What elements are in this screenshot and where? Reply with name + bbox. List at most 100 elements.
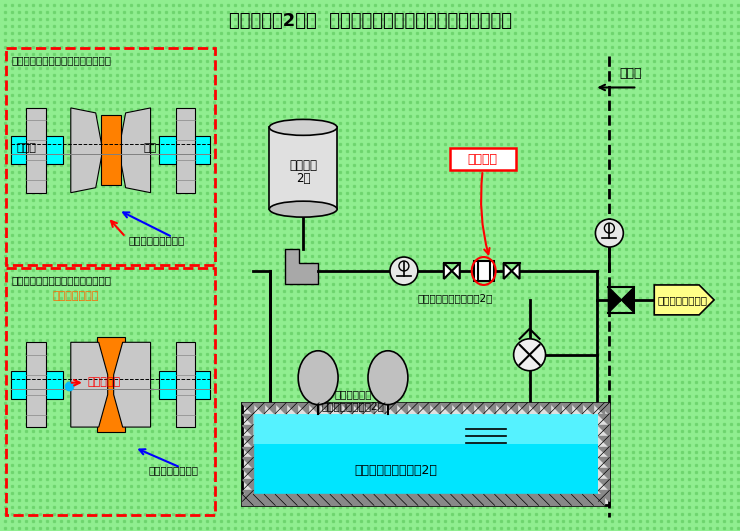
Polygon shape	[264, 494, 275, 506]
Bar	[26, 108, 46, 193]
Polygon shape	[528, 494, 539, 506]
Ellipse shape	[298, 351, 338, 405]
Polygon shape	[571, 402, 582, 414]
Polygon shape	[550, 402, 560, 414]
Polygon shape	[114, 342, 150, 427]
Polygon shape	[517, 402, 528, 414]
Polygon shape	[599, 491, 609, 501]
Text: 伊方発電所2号機  復水脱塩装置中和槽まわり系統概略図: 伊方発電所2号機 復水脱塩装置中和槽まわり系統概略図	[229, 12, 511, 30]
Polygon shape	[599, 435, 609, 447]
Bar	[253, 414, 599, 443]
Polygon shape	[494, 494, 505, 506]
Polygon shape	[539, 402, 550, 414]
Bar	[11, 136, 63, 164]
Circle shape	[390, 257, 418, 285]
Polygon shape	[308, 402, 319, 414]
Polygon shape	[286, 402, 297, 414]
Polygon shape	[484, 402, 494, 414]
Polygon shape	[599, 425, 609, 435]
Polygon shape	[571, 494, 582, 506]
Polygon shape	[275, 494, 286, 506]
Polygon shape	[297, 494, 308, 506]
Polygon shape	[71, 342, 108, 427]
Polygon shape	[407, 402, 418, 414]
Polygon shape	[341, 494, 352, 506]
Polygon shape	[319, 402, 330, 414]
Text: 全面型ガスケット装着時（発生時）: 全面型ガスケット装着時（発生時）	[12, 275, 112, 285]
Polygon shape	[608, 287, 622, 313]
Ellipse shape	[269, 119, 337, 135]
Polygon shape	[242, 402, 253, 414]
Text: リング状ガスケット: リング状ガスケット	[129, 235, 185, 245]
Polygon shape	[319, 494, 330, 506]
Polygon shape	[599, 402, 609, 414]
Polygon shape	[451, 494, 462, 506]
Text: 弁側: 弁側	[144, 143, 157, 153]
Polygon shape	[242, 425, 253, 435]
Polygon shape	[484, 494, 494, 506]
Polygon shape	[473, 494, 484, 506]
Bar	[6, 48, 215, 265]
Polygon shape	[285, 249, 318, 284]
Text: 復水脱塩装置中和槽2号: 復水脱塩装置中和槽2号	[354, 464, 437, 477]
Ellipse shape	[368, 351, 408, 405]
Polygon shape	[253, 402, 264, 414]
Polygon shape	[550, 494, 560, 506]
Polygon shape	[505, 402, 517, 414]
Polygon shape	[504, 263, 511, 279]
Polygon shape	[297, 402, 308, 414]
Polygon shape	[286, 494, 297, 506]
Bar	[450, 148, 516, 170]
Polygon shape	[385, 402, 396, 414]
Polygon shape	[494, 402, 505, 414]
Polygon shape	[440, 494, 451, 506]
Polygon shape	[599, 479, 609, 491]
Polygon shape	[71, 108, 103, 193]
Polygon shape	[593, 402, 605, 414]
Bar	[26, 342, 46, 427]
Polygon shape	[363, 402, 374, 414]
Bar	[158, 371, 210, 399]
Polygon shape	[429, 402, 440, 414]
Polygon shape	[539, 494, 550, 506]
Text: フランジが変形: フランジが変形	[53, 291, 99, 301]
Polygon shape	[451, 402, 462, 414]
Polygon shape	[440, 402, 451, 414]
Polygon shape	[511, 263, 519, 279]
Ellipse shape	[269, 201, 337, 217]
Polygon shape	[599, 468, 609, 479]
Polygon shape	[452, 263, 460, 279]
Bar	[11, 371, 63, 399]
Polygon shape	[363, 494, 374, 506]
Polygon shape	[593, 494, 605, 506]
Bar	[253, 414, 599, 494]
Text: 中和槽排水ポンプ2号: 中和槽排水ポンプ2号	[322, 401, 385, 412]
Bar	[474, 261, 494, 281]
Circle shape	[596, 219, 623, 247]
Bar	[269, 127, 337, 209]
Polygon shape	[242, 468, 253, 479]
Polygon shape	[599, 458, 609, 468]
Polygon shape	[517, 494, 528, 506]
Polygon shape	[242, 491, 253, 501]
Polygon shape	[275, 402, 286, 414]
Polygon shape	[330, 402, 341, 414]
Polygon shape	[396, 402, 407, 414]
Polygon shape	[407, 494, 418, 506]
Circle shape	[514, 339, 545, 371]
Text: 塩酸漏えい: 塩酸漏えい	[88, 376, 121, 387]
Polygon shape	[242, 414, 253, 425]
Polygon shape	[599, 414, 609, 425]
Polygon shape	[242, 447, 253, 458]
Polygon shape	[505, 494, 517, 506]
Polygon shape	[473, 402, 484, 414]
Text: 復水脱塩装置: 復水脱塩装置	[334, 390, 371, 400]
Bar	[175, 342, 195, 427]
Polygon shape	[264, 402, 275, 414]
Text: 建家内: 建家内	[619, 67, 642, 80]
Polygon shape	[418, 494, 429, 506]
Bar	[101, 115, 121, 185]
Polygon shape	[330, 494, 341, 506]
Text: 当該箇所: 当該箇所	[468, 153, 498, 166]
Polygon shape	[582, 402, 593, 414]
